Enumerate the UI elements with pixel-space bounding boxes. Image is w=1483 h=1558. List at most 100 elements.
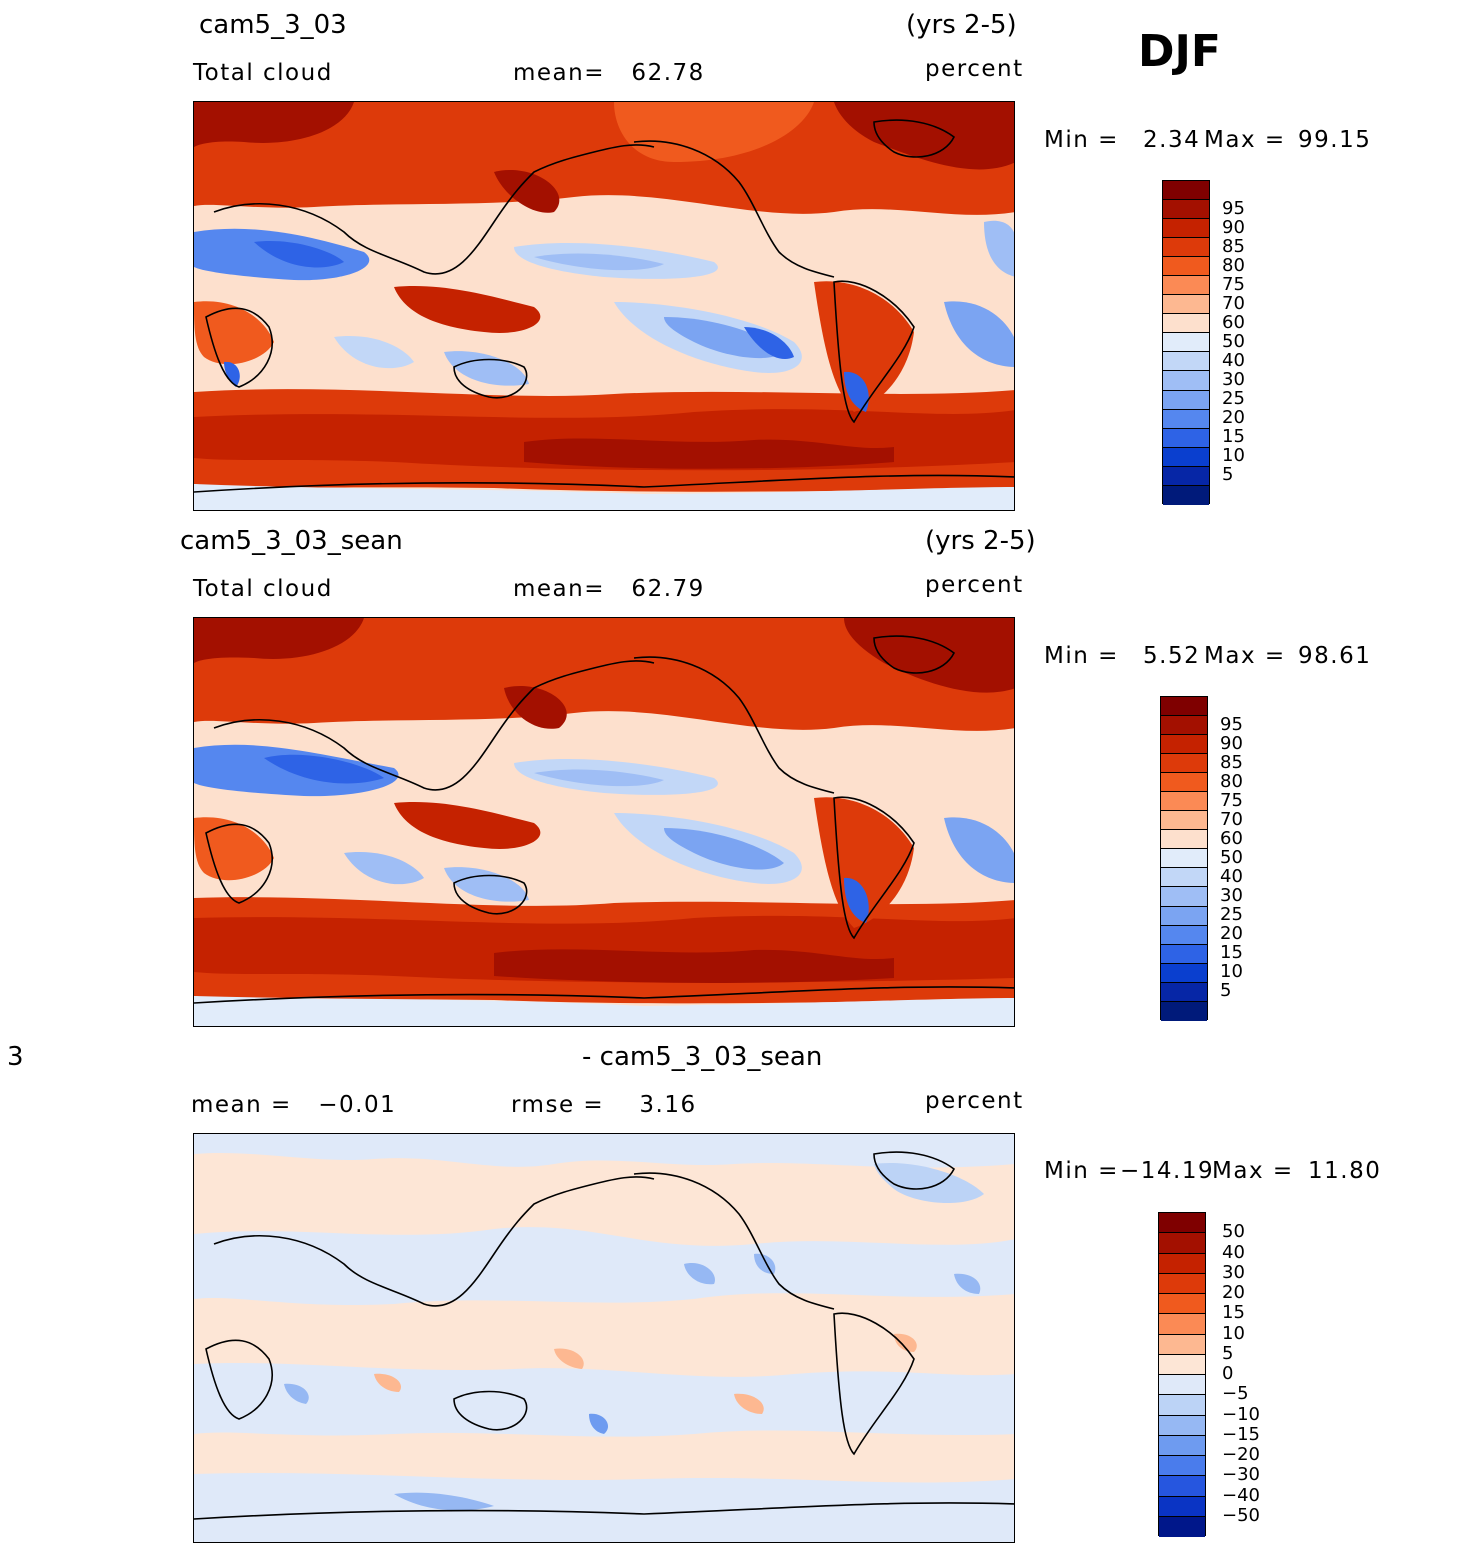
colorbar-box <box>1159 1294 1205 1315</box>
colorbar-level-label: 90 <box>1220 732 1243 754</box>
panel1-mean-label: mean= 62.78 <box>513 60 705 86</box>
colorbar-box <box>1159 1354 1205 1375</box>
panel2-units: percent <box>925 572 1024 598</box>
panel1-map <box>193 101 1015 511</box>
colorbar-box <box>1163 371 1209 391</box>
colorbar-level-label: −50 <box>1222 1504 1260 1526</box>
colorbar-box <box>1159 1415 1205 1436</box>
colorbar-box <box>1161 906 1207 926</box>
colorbar-level-label: 25 <box>1222 388 1245 410</box>
colorbar-box <box>1159 1496 1205 1517</box>
panel3-units: percent <box>925 1088 1024 1114</box>
panel3-side-number: 3 <box>7 1042 24 1072</box>
colorbar-level-label: 40 <box>1222 350 1245 372</box>
colorbar-box <box>1163 466 1209 486</box>
panel3-map <box>193 1133 1015 1543</box>
panel3-max-label: Max = <box>1212 1158 1294 1184</box>
colorbar-level-label: −10 <box>1222 1403 1260 1425</box>
panel3-mean-label: mean = −0.01 <box>191 1092 397 1118</box>
colorbar-level-label: −15 <box>1222 1423 1260 1445</box>
panel2-min-value: 5.52 <box>1143 643 1201 669</box>
colorbar-level-label: 25 <box>1220 904 1243 926</box>
colorbar-level-label: 5 <box>1222 464 1234 486</box>
colorbar-box <box>1161 868 1207 888</box>
colorbar-level-label: 70 <box>1220 808 1243 830</box>
colorbar-box <box>1163 428 1209 448</box>
colorbar-box <box>1161 735 1207 755</box>
colorbar-box <box>1161 887 1207 907</box>
colorbar-level-label: 60 <box>1220 827 1243 849</box>
panel1-max-label: Max = <box>1204 127 1286 153</box>
colorbar-level-label: 15 <box>1222 1302 1245 1324</box>
colorbar-box <box>1159 1273 1205 1294</box>
panel2-variable-label: Total cloud <box>193 576 333 602</box>
panel3-max-value: 11.80 <box>1308 1158 1382 1184</box>
panel2-min-label: Min = <box>1044 643 1119 669</box>
panel2-max-label: Max = <box>1204 643 1286 669</box>
colorbar-level-label: 30 <box>1222 1261 1245 1283</box>
panel1-min-value: 2.34 <box>1143 127 1201 153</box>
panel3-rmse-label: rmse = 3.16 <box>511 1092 697 1118</box>
panel1-max-value: 99.15 <box>1298 127 1372 153</box>
colorbar-level-label: 90 <box>1222 216 1245 238</box>
colorbar-level-label: 75 <box>1222 273 1245 295</box>
panel3-case-title: - cam5_3_03_sean <box>582 1042 823 1072</box>
colorbar-box <box>1161 773 1207 793</box>
colorbar-level-label: 85 <box>1222 235 1245 257</box>
colorbar-level-label: 15 <box>1222 426 1245 448</box>
colorbar-level-label: 95 <box>1222 197 1245 219</box>
colorbar-box <box>1161 1001 1207 1021</box>
colorbar-level-label: 85 <box>1220 751 1243 773</box>
colorbar-level-label: 5 <box>1222 1342 1234 1364</box>
colorbar-level-label: 10 <box>1222 445 1245 467</box>
colorbar-box <box>1163 390 1209 410</box>
panel3-min-value: −14.19 <box>1120 1158 1215 1184</box>
panel1-min-label: Min = <box>1044 127 1119 153</box>
colorbar-level-label: 40 <box>1220 866 1243 888</box>
panel1-case-title: cam5_3_03 <box>199 10 347 40</box>
colorbar-box <box>1161 944 1207 964</box>
colorbar-box <box>1159 1516 1205 1537</box>
colorbar-box <box>1163 219 1209 239</box>
colorbar-box <box>1159 1213 1205 1234</box>
colorbar-level-label: 40 <box>1222 1241 1245 1263</box>
panel2-case-title: cam5_3_03_sean <box>180 526 403 556</box>
colorbar-box <box>1159 1395 1205 1416</box>
colorbar-level-label: 95 <box>1220 713 1243 735</box>
colorbar-level-label: 80 <box>1222 254 1245 276</box>
panel1-variable-label: Total cloud <box>193 60 333 86</box>
colorbar-level-label: 75 <box>1220 789 1243 811</box>
colorbar-box <box>1163 333 1209 353</box>
colorbar-level-label: 15 <box>1220 942 1243 964</box>
panel2-map <box>193 617 1015 1027</box>
colorbar-box <box>1163 181 1209 201</box>
colorbar-box <box>1161 792 1207 812</box>
colorbar-level-label: 5 <box>1220 980 1232 1002</box>
colorbar-box <box>1159 1375 1205 1396</box>
colorbar-box <box>1159 1456 1205 1477</box>
colorbar-box <box>1161 716 1207 736</box>
colorbar-level-label: 50 <box>1222 1221 1245 1243</box>
colorbar-box <box>1161 754 1207 774</box>
panel1-years: (yrs 2-5) <box>906 10 1017 40</box>
panel3-min-label: Min = <box>1044 1158 1119 1184</box>
colorbar-level-label: 60 <box>1222 311 1245 333</box>
panel3-colorbar <box>1158 1212 1206 1537</box>
colorbar-level-label: −30 <box>1222 1464 1260 1486</box>
colorbar-box <box>1163 314 1209 334</box>
colorbar-level-label: 10 <box>1222 1322 1245 1344</box>
colorbar-box <box>1159 1253 1205 1274</box>
colorbar-box <box>1163 409 1209 429</box>
panel1-colorbar <box>1162 180 1210 505</box>
colorbar-level-label: 0 <box>1222 1363 1234 1384</box>
colorbar-level-label: −40 <box>1222 1484 1260 1506</box>
colorbar-level-label: 20 <box>1222 407 1245 429</box>
colorbar-box <box>1161 925 1207 945</box>
panel2-years: (yrs 2-5) <box>925 526 1036 556</box>
colorbar-box <box>1161 963 1207 983</box>
panel1-units: percent <box>925 56 1024 82</box>
colorbar-box <box>1163 352 1209 372</box>
colorbar-box <box>1159 1476 1205 1497</box>
colorbar-box <box>1159 1435 1205 1456</box>
colorbar-box <box>1163 295 1209 315</box>
